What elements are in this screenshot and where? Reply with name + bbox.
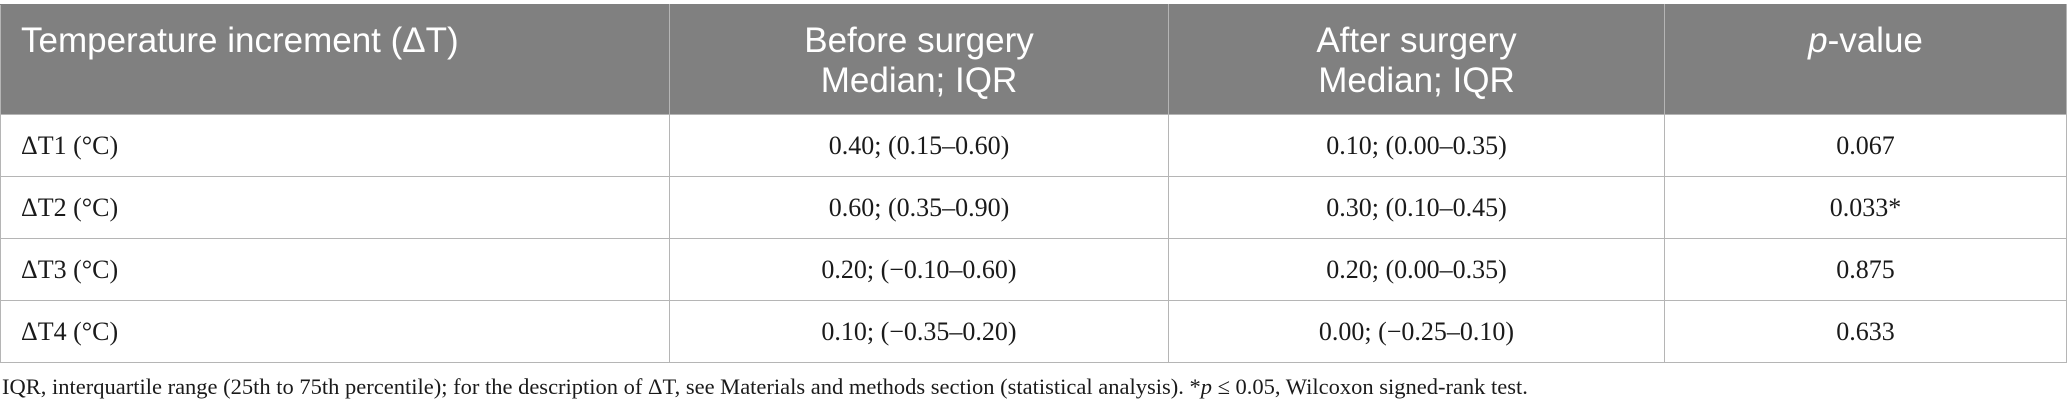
table-row: ΔT1 (°C) 0.40; (0.15–0.60) 0.10; (0.00–0… <box>0 114 2067 177</box>
footnote-text-before: IQR, interquartile range (25th to 75th p… <box>2 374 1201 399</box>
table-body: ΔT1 (°C) 0.40; (0.15–0.60) 0.10; (0.00–0… <box>0 114 2067 363</box>
cell-before-surgery: 0.40; (0.15–0.60) <box>669 114 1169 177</box>
cell-before-surgery: 0.10; (−0.35–0.20) <box>669 300 1169 363</box>
cell-p-value: 0.033* <box>1664 176 2067 239</box>
cell-p-value: 0.633 <box>1664 300 2067 363</box>
cell-before-surgery: 0.20; (−0.10–0.60) <box>669 238 1169 301</box>
footnote-p-italic: p <box>1200 374 1212 399</box>
header-temperature-increment-text: Temperature increment (ΔT) <box>21 21 459 60</box>
footnote-text-after: ≤ 0.05, Wilcoxon signed-rank test. <box>1211 374 1528 399</box>
table-row: ΔT4 (°C) 0.10; (−0.35–0.20) 0.00; (−0.25… <box>0 300 2067 363</box>
header-p-value-italic: p <box>1808 21 1828 60</box>
cell-delta-t: ΔT1 (°C) <box>0 114 670 177</box>
cell-delta-t: ΔT2 (°C) <box>0 176 670 239</box>
header-row: Temperature increment (ΔT) Before surger… <box>0 4 2067 115</box>
table-row: ΔT2 (°C) 0.60; (0.35–0.90) 0.30; (0.10–0… <box>0 176 2067 239</box>
header-before-surgery-line2: Median; IQR <box>820 61 1018 100</box>
cell-after-surgery: 0.30; (0.10–0.45) <box>1168 176 1665 239</box>
header-p-value: p-value <box>1664 4 2067 115</box>
cell-p-value: 0.067 <box>1664 114 2067 177</box>
results-table-container: Temperature increment (ΔT) Before surger… <box>0 4 2067 363</box>
cell-p-value: 0.875 <box>1664 238 2067 301</box>
cell-before-surgery: 0.60; (0.35–0.90) <box>669 176 1169 239</box>
header-before-surgery-line1: Before surgery <box>804 21 1034 60</box>
cell-after-surgery: 0.20; (0.00–0.35) <box>1168 238 1665 301</box>
cell-after-surgery: 0.10; (0.00–0.35) <box>1168 114 1665 177</box>
header-after-surgery: After surgery Median; IQR <box>1168 4 1665 115</box>
table-footnote: IQR, interquartile range (25th to 75th p… <box>2 374 1528 400</box>
header-after-surgery-line2: Median; IQR <box>1318 61 1515 100</box>
cell-after-surgery: 0.00; (−0.25–0.10) <box>1168 300 1665 363</box>
table-row: ΔT3 (°C) 0.20; (−0.10–0.60) 0.20; (0.00–… <box>0 238 2067 301</box>
temperature-increment-table: Temperature increment (ΔT) Before surger… <box>0 4 2067 363</box>
header-after-surgery-line1: After surgery <box>1316 21 1517 60</box>
cell-delta-t: ΔT3 (°C) <box>0 238 670 301</box>
table-header: Temperature increment (ΔT) Before surger… <box>0 4 2067 115</box>
header-p-value-suffix: -value <box>1827 21 1923 60</box>
header-before-surgery: Before surgery Median; IQR <box>669 4 1169 115</box>
cell-delta-t: ΔT4 (°C) <box>0 300 670 363</box>
header-temperature-increment: Temperature increment (ΔT) <box>0 4 670 115</box>
